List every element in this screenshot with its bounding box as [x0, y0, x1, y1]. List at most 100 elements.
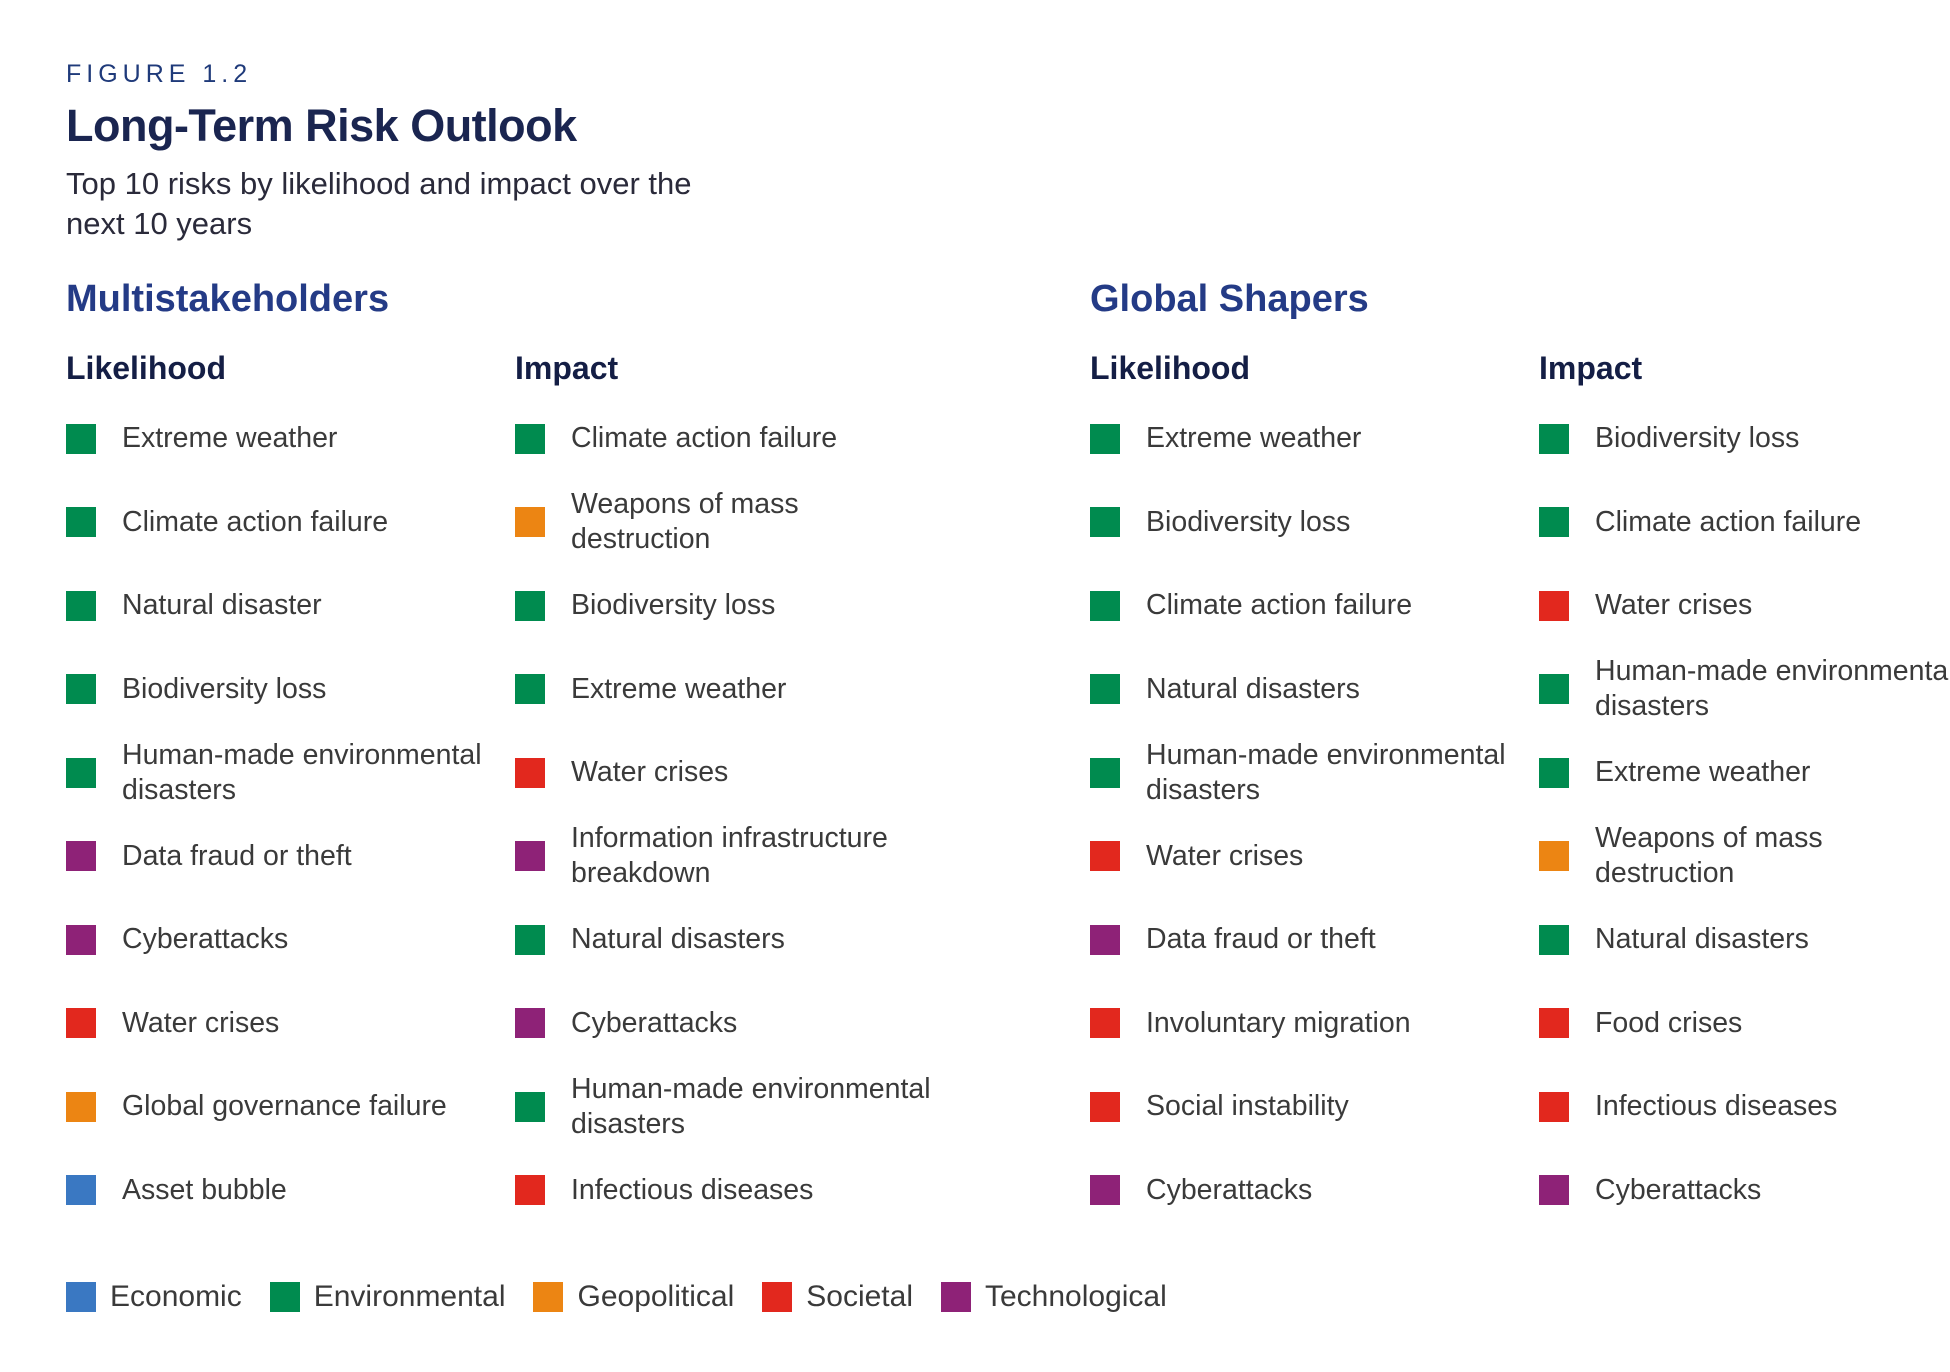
- risk-label: Infectious diseases: [1595, 1090, 1838, 1123]
- category-swatch-environmental: [66, 423, 96, 454]
- risk-item: Climate action failure: [1090, 564, 1510, 648]
- category-swatch-societal: [515, 1175, 545, 1206]
- legend-swatch-environmental: [269, 1282, 300, 1312]
- risk-label: Biodiversity loss: [1146, 505, 1351, 538]
- risk-label: Biodiversity loss: [122, 672, 327, 705]
- category-swatch-environmental: [515, 674, 545, 705]
- category-swatch-environmental: [1090, 590, 1120, 621]
- risk-label: Natural disasters: [1595, 923, 1809, 956]
- risk-item: Weapons of mass destruction: [1539, 815, 1950, 899]
- risk-label: Climate action failure: [122, 505, 389, 538]
- category-swatch-environmental: [1539, 423, 1569, 454]
- category-swatch-environmental: [515, 924, 545, 955]
- risk-item: Data fraud or theft: [66, 815, 486, 899]
- legend-swatch-societal: [762, 1282, 793, 1312]
- risk-label: Climate action failure: [571, 422, 838, 455]
- category-swatch-technological: [1090, 924, 1120, 955]
- risk-list-global-shapers-likelihood: Extreme weather Biodiversity loss Climate …: [1090, 397, 1510, 1232]
- risk-label: Information infrastructure breakdown: [571, 822, 888, 890]
- category-swatch-environmental: [1090, 757, 1120, 788]
- risk-item: Cyberattacks: [1090, 1149, 1510, 1233]
- legend-swatch-economic: [66, 1282, 96, 1312]
- risk-item: Cyberattacks: [515, 982, 935, 1066]
- column-heading-multistakeholders-likelihood: Likelihood: [66, 350, 226, 386]
- category-swatch-environmental: [1539, 674, 1569, 705]
- risk-item: Involuntary migration: [1090, 982, 1510, 1066]
- risk-label: Global governance failure: [122, 1090, 447, 1123]
- risk-label: Natural disaster: [122, 589, 322, 622]
- risk-item: Biodiversity loss: [1090, 481, 1510, 565]
- group-title-global-shapers: Global Shapers: [1090, 278, 1369, 320]
- legend-swatch-technological: [940, 1282, 971, 1312]
- category-swatch-geopolitical: [515, 507, 545, 538]
- column-heading-global-shapers-impact: Impact: [1539, 350, 1643, 386]
- risk-item: Natural disasters: [1090, 648, 1510, 732]
- figure-title: Long-Term Risk Outlook: [66, 100, 577, 151]
- legend-swatch-geopolitical: [533, 1282, 564, 1312]
- category-swatch-environmental: [515, 590, 545, 621]
- category-swatch-environmental: [66, 674, 96, 705]
- risk-item: Extreme weather: [1090, 397, 1510, 481]
- risk-item: Water crises: [515, 731, 935, 815]
- risk-list-multistakeholders-impact: Climate action failure Weapons of mass de…: [515, 397, 935, 1232]
- risk-item: Asset bubble: [66, 1149, 486, 1233]
- legend-label: Technological: [984, 1280, 1167, 1313]
- risk-item: Natural disaster: [66, 564, 486, 648]
- risk-item: Infectious diseases: [515, 1149, 935, 1233]
- risk-label: Human-made environmental disasters: [122, 738, 482, 806]
- legend-item-environmental: Environmental: [269, 1280, 506, 1314]
- category-swatch-societal: [1090, 1091, 1120, 1122]
- risk-list-global-shapers-impact: Biodiversity loss Climate action failure W…: [1539, 397, 1950, 1232]
- category-swatch-environmental: [1090, 423, 1120, 454]
- risk-label: Asset bubble: [122, 1173, 287, 1206]
- risk-item: Extreme weather: [66, 397, 486, 481]
- legend-item-societal: Societal: [762, 1280, 913, 1314]
- risk-item: Human-made environmental disasters: [1539, 648, 1950, 732]
- category-swatch-environmental: [1090, 507, 1120, 538]
- risk-label: Social instability: [1146, 1090, 1349, 1123]
- risk-label: Climate action failure: [1595, 505, 1862, 538]
- category-swatch-geopolitical: [66, 1091, 96, 1122]
- column-heading-global-shapers-likelihood: Likelihood: [1090, 350, 1250, 386]
- category-swatch-technological: [66, 924, 96, 955]
- legend-item-economic: Economic: [66, 1280, 242, 1314]
- category-swatch-technological: [1539, 1175, 1569, 1206]
- category-swatch-environmental: [66, 590, 96, 621]
- category-swatch-technological: [66, 841, 96, 872]
- category-swatch-societal: [1090, 1008, 1120, 1039]
- category-swatch-economic: [66, 1175, 96, 1206]
- risk-label: Infectious diseases: [571, 1173, 814, 1206]
- category-swatch-environmental: [66, 757, 96, 788]
- category-swatch-environmental: [1539, 507, 1569, 538]
- risk-label: Extreme weather: [122, 422, 338, 455]
- category-swatch-geopolitical: [1539, 841, 1569, 872]
- risk-label: Water crises: [122, 1006, 280, 1039]
- risk-item: Natural disasters: [1539, 898, 1950, 982]
- category-swatch-societal: [1539, 1091, 1569, 1122]
- risk-item: Climate action failure: [66, 481, 486, 565]
- legend-item-geopolitical: Geopolitical: [533, 1280, 734, 1314]
- category-swatch-technological: [515, 1008, 545, 1039]
- category-swatch-technological: [515, 841, 545, 872]
- risk-label: Natural disasters: [571, 923, 785, 956]
- risk-label: Cyberattacks: [1146, 1173, 1313, 1206]
- risk-label: Human-made environmental disasters: [1146, 738, 1506, 806]
- legend-label: Societal: [806, 1280, 913, 1313]
- risk-item: Data fraud or theft: [1090, 898, 1510, 982]
- category-swatch-environmental: [515, 1091, 545, 1122]
- legend-label: Environmental: [313, 1280, 506, 1313]
- category-swatch-environmental: [515, 423, 545, 454]
- risk-label: Extreme weather: [1595, 756, 1811, 789]
- category-swatch-societal: [515, 757, 545, 788]
- risk-item: Water crises: [66, 982, 486, 1066]
- risk-label: Biodiversity loss: [1595, 422, 1800, 455]
- category-swatch-environmental: [1539, 757, 1569, 788]
- risk-label: Human-made environmental disasters: [1595, 655, 1950, 723]
- legend-item-technological: Technological: [940, 1280, 1167, 1314]
- column-heading-multistakeholders-impact: Impact: [515, 350, 619, 386]
- risk-item: Biodiversity loss: [515, 564, 935, 648]
- risk-item: Biodiversity loss: [66, 648, 486, 732]
- category-swatch-societal: [66, 1008, 96, 1039]
- legend-label: Economic: [110, 1280, 242, 1313]
- risk-label: Weapons of mass destruction: [1595, 822, 1823, 890]
